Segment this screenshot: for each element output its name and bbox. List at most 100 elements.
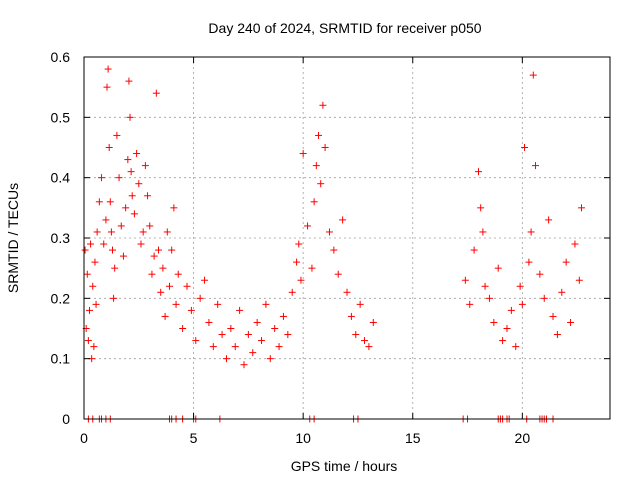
data-point <box>578 204 586 212</box>
data-point <box>284 331 292 339</box>
data-point <box>157 288 165 296</box>
data-point <box>525 258 533 266</box>
data-point <box>527 228 535 236</box>
data-point <box>477 204 485 212</box>
data-point <box>262 300 270 308</box>
data-point <box>102 216 110 224</box>
data-point <box>139 228 147 236</box>
data-point <box>325 228 333 236</box>
data-point <box>531 162 539 170</box>
data-point <box>507 306 515 314</box>
data-point <box>172 300 180 308</box>
data-point <box>91 258 99 266</box>
data-point <box>347 312 355 320</box>
data-point <box>567 318 575 326</box>
y-tick-label: 0.5 <box>51 109 71 125</box>
data-point <box>165 282 173 290</box>
y-tick-label: 0.4 <box>51 170 71 186</box>
x-tick-label: 15 <box>405 430 421 446</box>
data-point <box>553 331 561 339</box>
data-point <box>209 343 217 351</box>
data-point <box>503 325 511 332</box>
data-point <box>159 264 167 272</box>
data-point <box>466 300 474 308</box>
data-point <box>119 252 127 260</box>
data-point <box>163 228 171 236</box>
data-point <box>304 222 312 230</box>
data-point <box>144 192 152 200</box>
data-point <box>187 306 195 314</box>
data-point <box>183 282 191 290</box>
x-tick-label: 0 <box>80 430 88 446</box>
data-point <box>155 246 163 254</box>
data-point <box>461 276 469 284</box>
data-point <box>113 131 121 139</box>
data-point <box>137 240 145 248</box>
data-point <box>196 294 204 302</box>
data-point <box>117 222 125 230</box>
data-point <box>562 258 570 266</box>
data-point <box>369 318 377 326</box>
data-point <box>279 312 287 320</box>
data-points <box>81 65 586 423</box>
data-point <box>244 331 252 339</box>
data-point <box>271 325 279 332</box>
data-point <box>236 306 244 314</box>
data-point <box>150 252 158 260</box>
data-point <box>365 343 373 351</box>
data-point <box>240 361 248 369</box>
data-point <box>218 331 226 339</box>
data-point <box>222 355 230 363</box>
data-point <box>146 222 154 230</box>
data-point <box>104 65 112 73</box>
data-point <box>319 101 327 109</box>
data-point <box>258 337 266 345</box>
data-point <box>135 180 143 188</box>
data-point <box>81 246 89 254</box>
x-axis-label: GPS time / hours <box>291 458 398 474</box>
data-point <box>536 270 544 278</box>
data-point <box>105 144 113 151</box>
y-tick-label: 0.1 <box>51 351 71 367</box>
data-point <box>361 337 369 345</box>
data-point <box>201 276 209 284</box>
y-tick-label: 0.3 <box>51 230 71 246</box>
data-point <box>127 168 135 176</box>
data-point <box>339 216 347 224</box>
data-point <box>125 77 133 85</box>
data-point <box>529 71 537 79</box>
data-point <box>170 204 178 212</box>
x-tick-label: 10 <box>295 430 311 446</box>
data-point <box>317 180 325 188</box>
data-point <box>115 174 123 182</box>
data-point <box>152 89 160 97</box>
data-point <box>110 294 118 302</box>
data-point <box>107 228 115 236</box>
data-point <box>168 246 176 254</box>
data-point <box>133 150 141 158</box>
data-point <box>558 288 566 296</box>
data-point <box>575 276 583 284</box>
data-point <box>312 162 320 170</box>
x-tick-label: 20 <box>515 430 531 446</box>
data-point <box>499 337 507 345</box>
data-point <box>192 337 200 345</box>
data-point <box>297 276 305 284</box>
data-point <box>308 264 316 272</box>
data-point <box>128 192 136 200</box>
data-point <box>321 144 329 151</box>
data-point <box>521 144 529 151</box>
data-point <box>141 162 149 170</box>
data-point <box>92 300 100 308</box>
data-point <box>249 349 257 357</box>
data-point <box>518 300 526 308</box>
data-point <box>205 318 213 326</box>
data-point <box>288 288 296 296</box>
chart-title: Day 240 of 2024, SRMTID for receiver p05… <box>208 20 481 36</box>
data-point <box>93 228 101 236</box>
data-point <box>95 198 103 206</box>
data-point <box>479 228 487 236</box>
data-point <box>124 156 132 164</box>
data-point <box>470 246 478 254</box>
data-point <box>481 282 489 290</box>
